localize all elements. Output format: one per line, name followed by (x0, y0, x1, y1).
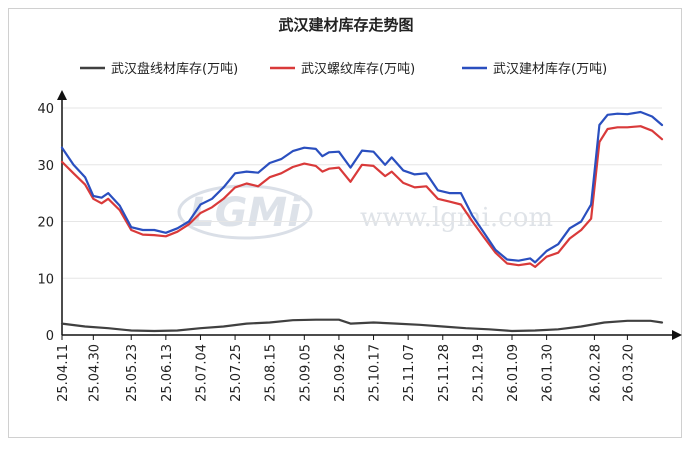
y-tick-label: 10 (37, 272, 54, 287)
y-tick-label: 20 (37, 216, 54, 231)
x-tick-label: 25.06.13 (160, 344, 175, 402)
x-tick-label: 25.05.23 (125, 344, 140, 402)
x-axis-ticks: 25.04.11 25.04.30 25.05.23 25.06.13 25.07.04… (56, 335, 636, 402)
y-axis-arrow (57, 90, 67, 100)
y-axis-ticks: 0 10 20 30 40 (37, 102, 54, 344)
x-tick-label: 26.03.20 (621, 344, 636, 402)
series-line-1 (60, 318, 664, 333)
x-tick-label: 25.09.05 (298, 344, 313, 402)
x-axis-arrow (672, 330, 682, 340)
watermark-logo-text: LGMi (189, 190, 302, 236)
y-tick-label: 0 (46, 329, 54, 344)
x-tick-label: 25.11.07 (402, 344, 417, 402)
x-tick-label: 25.10.17 (368, 344, 383, 402)
series-line-3 (60, 110, 664, 264)
axes (57, 90, 682, 340)
x-tick-label: 25.07.04 (194, 344, 209, 402)
chart-frame (8, 8, 682, 438)
grid-lines (62, 107, 662, 279)
legend-label: 武汉建材库存(万吨) (493, 61, 607, 77)
y-tick-label: 40 (37, 102, 54, 117)
watermark: LGMi www.lgmi.com (177, 184, 553, 240)
series-line-2 (60, 125, 664, 268)
chart-title: 武汉建材库存走势图 (278, 16, 414, 34)
series-lines (60, 110, 664, 333)
x-tick-label: 25.11.28 (437, 344, 452, 402)
x-tick-label: 25.07.25 (229, 344, 244, 402)
x-tick-label: 26.02.28 (588, 344, 603, 402)
legend: 武汉盘线材库存(万吨) 武汉螺纹库存(万吨) 武汉建材库存(万吨) (80, 61, 607, 77)
watermark-logo-ellipse (177, 184, 313, 240)
legend-label: 武汉螺纹库存(万吨) (301, 61, 415, 77)
x-tick-label: 25.12.19 (471, 344, 486, 402)
x-tick-label: 25.04.30 (87, 344, 102, 402)
legend-label: 武汉盘线材库存(万吨) (111, 61, 238, 77)
x-tick-label: 26.01.09 (506, 344, 521, 402)
x-tick-label: 25.04.11 (56, 344, 71, 402)
y-tick-label: 30 (37, 159, 54, 174)
watermark-url-text: www.lgmi.com (360, 203, 553, 233)
x-tick-label: 25.09.26 (333, 344, 348, 402)
x-tick-label: 25.08.15 (264, 344, 279, 402)
x-tick-label: 26.01.30 (541, 344, 556, 402)
